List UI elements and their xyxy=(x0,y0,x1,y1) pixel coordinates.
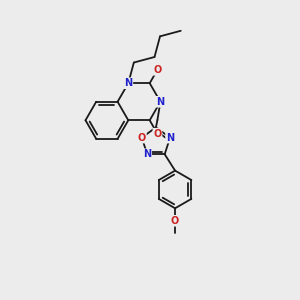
Text: O: O xyxy=(153,65,162,75)
Text: N: N xyxy=(166,133,174,142)
Text: O: O xyxy=(171,216,179,226)
Text: N: N xyxy=(124,78,132,88)
Text: N: N xyxy=(143,149,151,159)
Text: O: O xyxy=(138,133,146,142)
Text: N: N xyxy=(156,97,164,107)
Text: O: O xyxy=(153,129,162,139)
